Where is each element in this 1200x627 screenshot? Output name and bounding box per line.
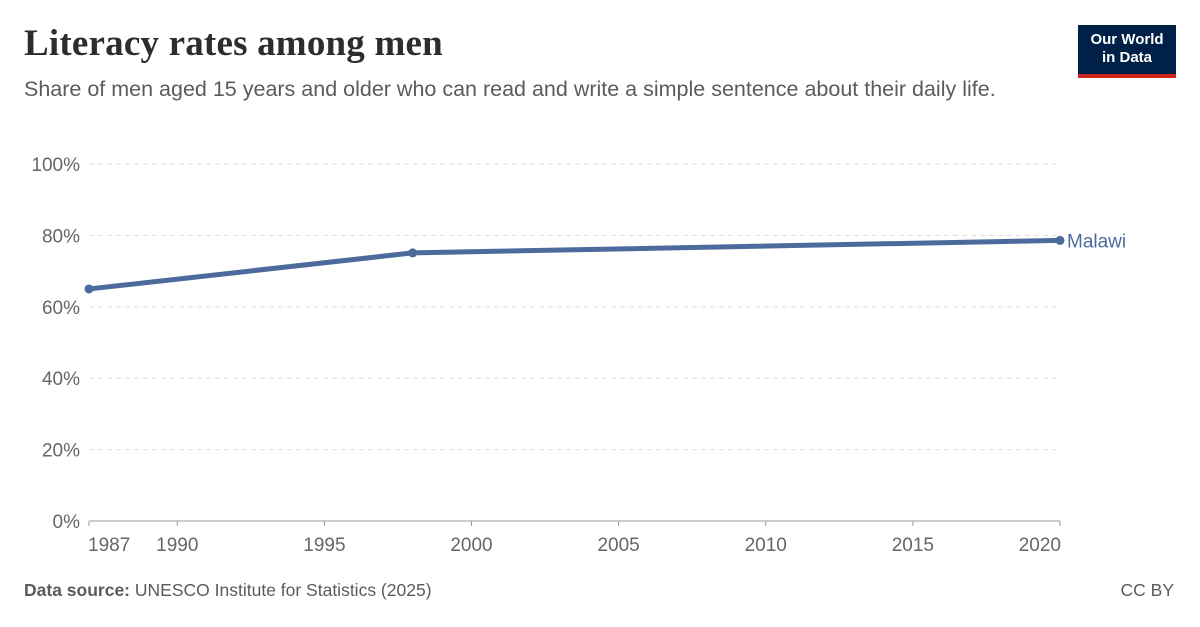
data-source-label: Data source: [24, 580, 131, 600]
series-label[interactable]: Malawi [1067, 231, 1126, 252]
owid-logo[interactable]: Our World in Data [1078, 25, 1176, 78]
data-point [1055, 235, 1065, 245]
logo-line-2: in Data [1101, 49, 1152, 66]
y-tick-label: 0% [53, 512, 81, 533]
chart-title: Literacy rates among men [24, 23, 443, 64]
x-tick-label: 1990 [156, 535, 198, 556]
x-tick-label: 1995 [303, 535, 345, 556]
x-tick-label: 1987 [88, 535, 130, 556]
data-point [408, 248, 418, 258]
chart-subtitle: Share of men aged 15 years and older who… [24, 77, 996, 101]
x-tick-label: 2020 [1019, 535, 1061, 556]
y-tick-label: 20% [42, 441, 80, 462]
y-tick-label: 40% [42, 369, 80, 390]
x-tick-label: 2005 [597, 535, 639, 556]
series-line-malawi [86, 237, 1063, 292]
x-tick-label: 2010 [745, 535, 787, 556]
x-tick-label: 2000 [450, 535, 492, 556]
data-point [84, 284, 94, 294]
logo-line-1: Our World [1090, 31, 1164, 48]
y-tick-label: 80% [42, 226, 80, 247]
data-source-text[interactable]: UNESCO Institute for Statistics (2025) [134, 580, 432, 600]
y-tick-label: 60% [42, 298, 80, 319]
y-tick-label: 100% [31, 155, 80, 176]
x-tick-label: 2015 [892, 535, 934, 556]
license-link[interactable]: CC BY [1120, 580, 1174, 600]
data-source: Data source: UNESCO Institute for Statis… [24, 580, 432, 601]
